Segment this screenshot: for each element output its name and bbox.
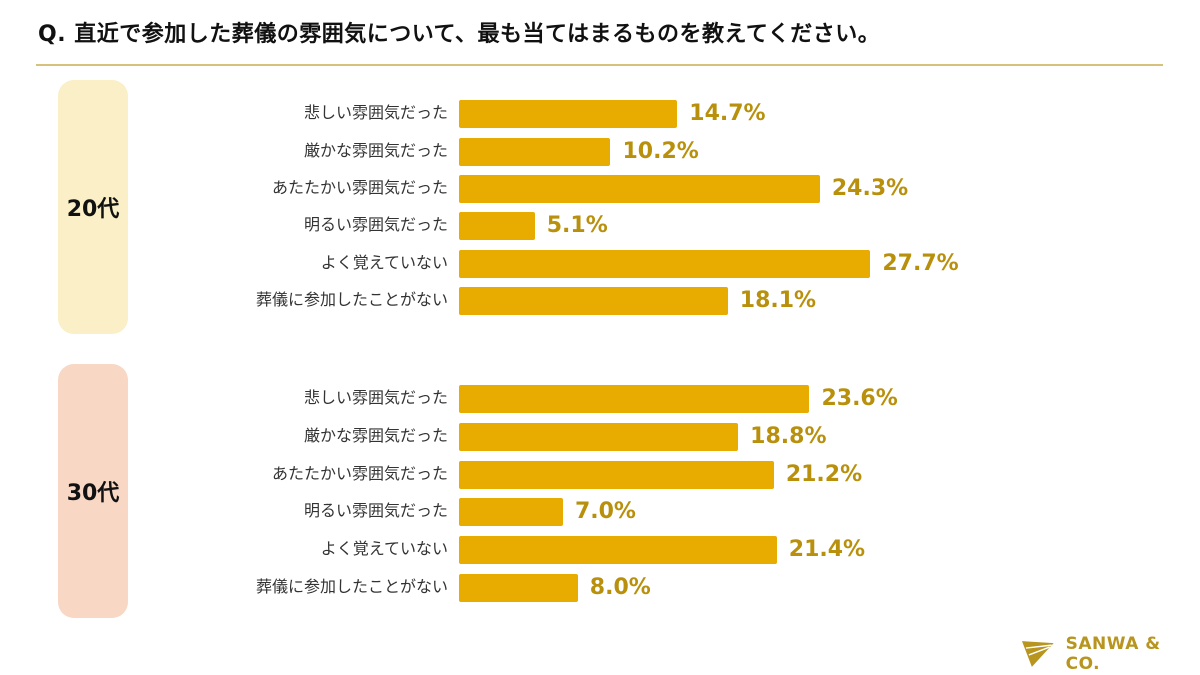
category-label: 葬儀に参加したことがない bbox=[255, 290, 448, 309]
data-label: 14.7% bbox=[689, 101, 766, 126]
title-divider bbox=[36, 64, 1163, 66]
bar bbox=[459, 385, 810, 413]
brand-logo: SANWA & CO. bbox=[1020, 634, 1200, 674]
data-label: 8.0% bbox=[589, 574, 651, 600]
bar bbox=[459, 100, 678, 128]
bar bbox=[459, 460, 774, 489]
bar bbox=[459, 497, 563, 526]
category-label: 厳かな雰囲気だった bbox=[303, 141, 448, 160]
data-label: 5.1% bbox=[546, 213, 608, 238]
category-label: よく覚えていない bbox=[320, 539, 448, 559]
category-label: 悲しい雰囲気だった bbox=[303, 103, 448, 122]
group-label-2: 30代 bbox=[58, 364, 128, 618]
bar bbox=[459, 423, 739, 452]
bar bbox=[459, 287, 728, 315]
chart-title: Q. 直近で参加した葬儀の雰囲気について、最も当てはまるものを教えてください。 bbox=[38, 22, 881, 47]
category-label: 明るい雰囲気だった bbox=[303, 215, 448, 234]
category-label: 厳かな雰囲気だった bbox=[303, 426, 448, 446]
data-label: 10.2% bbox=[622, 139, 699, 164]
data-label: 7.0% bbox=[574, 498, 636, 524]
bar bbox=[459, 573, 578, 602]
data-label: 27.7% bbox=[882, 251, 959, 276]
category-label: 葬儀に参加したことがない bbox=[255, 576, 448, 596]
category-label: あたたかい雰囲気だった bbox=[271, 463, 448, 483]
bar bbox=[459, 212, 535, 240]
data-label: 18.8% bbox=[750, 424, 827, 450]
data-label: 21.4% bbox=[788, 537, 866, 563]
category-label: あたたかい雰囲気だった bbox=[271, 178, 448, 197]
bar bbox=[459, 138, 611, 166]
data-label: 18.1% bbox=[739, 288, 817, 313]
brand-name: SANWA & CO. bbox=[1065, 634, 1161, 674]
data-label: 24.3% bbox=[831, 176, 909, 201]
data-label: 21.2% bbox=[785, 461, 863, 487]
bar bbox=[459, 536, 777, 565]
category-label: 悲しい雰囲気だった bbox=[303, 388, 448, 407]
category-label: よく覚えていない bbox=[320, 253, 448, 272]
bar bbox=[459, 175, 820, 203]
sanwa-logo-icon bbox=[1021, 641, 1054, 667]
category-label: 明るい雰囲気だった bbox=[303, 500, 448, 520]
data-label: 23.6% bbox=[821, 386, 898, 411]
group-label-1: 20代 bbox=[58, 80, 128, 334]
bar bbox=[459, 250, 871, 278]
